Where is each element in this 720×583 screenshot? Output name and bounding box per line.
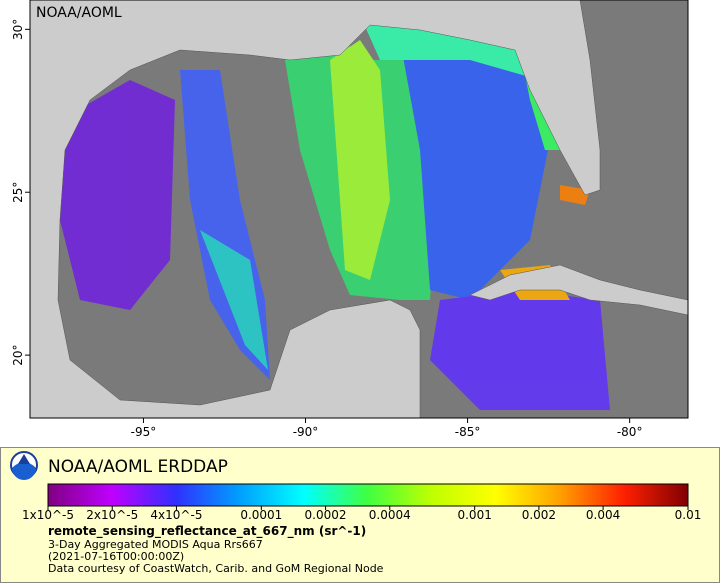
- swath: [400, 30, 550, 300]
- swath: [200, 230, 268, 370]
- land: [29, 0, 601, 419]
- colorbar-tick-label: 0.002: [522, 508, 556, 522]
- colorbar-tick-label: 0.004: [586, 508, 620, 522]
- colorbar-tick-label: 0.0002: [305, 508, 347, 522]
- map-label: NOAA/AOML: [36, 5, 122, 21]
- variable-name: remote_sensing_reflectance_at_667_nm (sr…: [48, 524, 366, 539]
- legend-line: Data courtesy of CoastWatch, Carib. and …: [48, 562, 384, 575]
- lon-tick-label: -95°: [131, 425, 157, 439]
- legend-title: NOAA/AOML ERDDAP: [48, 457, 228, 477]
- map-frame: [29, 0, 689, 419]
- logo-bird: [18, 454, 30, 464]
- lon-tick-label: -85°: [455, 425, 481, 439]
- colorbar-tick-label: 0.0001: [240, 508, 282, 522]
- lat-tick-label: 25°: [11, 182, 25, 203]
- legend-panel: [0, 447, 720, 583]
- colorbar-tick-label: 0.001: [457, 508, 491, 522]
- lat-tick-label: 20°: [11, 344, 25, 365]
- colorbar: [47, 483, 689, 507]
- legend-line: 3-Day Aggregated MODIS Aqua Rrs667: [48, 538, 263, 551]
- lat-tick-label: 30°: [11, 19, 25, 40]
- swath: [360, 15, 540, 80]
- swath: [60, 80, 175, 310]
- map-area: NOAA/AOML: [29, 0, 689, 419]
- colorbar-tick-label: 2x10^-5: [86, 508, 138, 522]
- noaa-logo: [10, 451, 38, 480]
- data-swaths: [60, 15, 610, 410]
- colorbar-tick-label: 1x10^-5: [22, 508, 74, 522]
- swath: [430, 290, 610, 410]
- colorbar-tick-label: 4x10^-5: [150, 508, 202, 522]
- colorbar-tick-label: 0.01: [675, 508, 702, 522]
- legend-line: (2021-07-16T00:00:00Z): [48, 550, 184, 563]
- swath: [330, 40, 390, 280]
- lon-tick-label: -80°: [617, 425, 643, 439]
- lon-tick-label: -90°: [293, 425, 319, 439]
- logo-wave: [12, 462, 36, 480]
- colorbar-tick-label: 0.0004: [369, 508, 411, 522]
